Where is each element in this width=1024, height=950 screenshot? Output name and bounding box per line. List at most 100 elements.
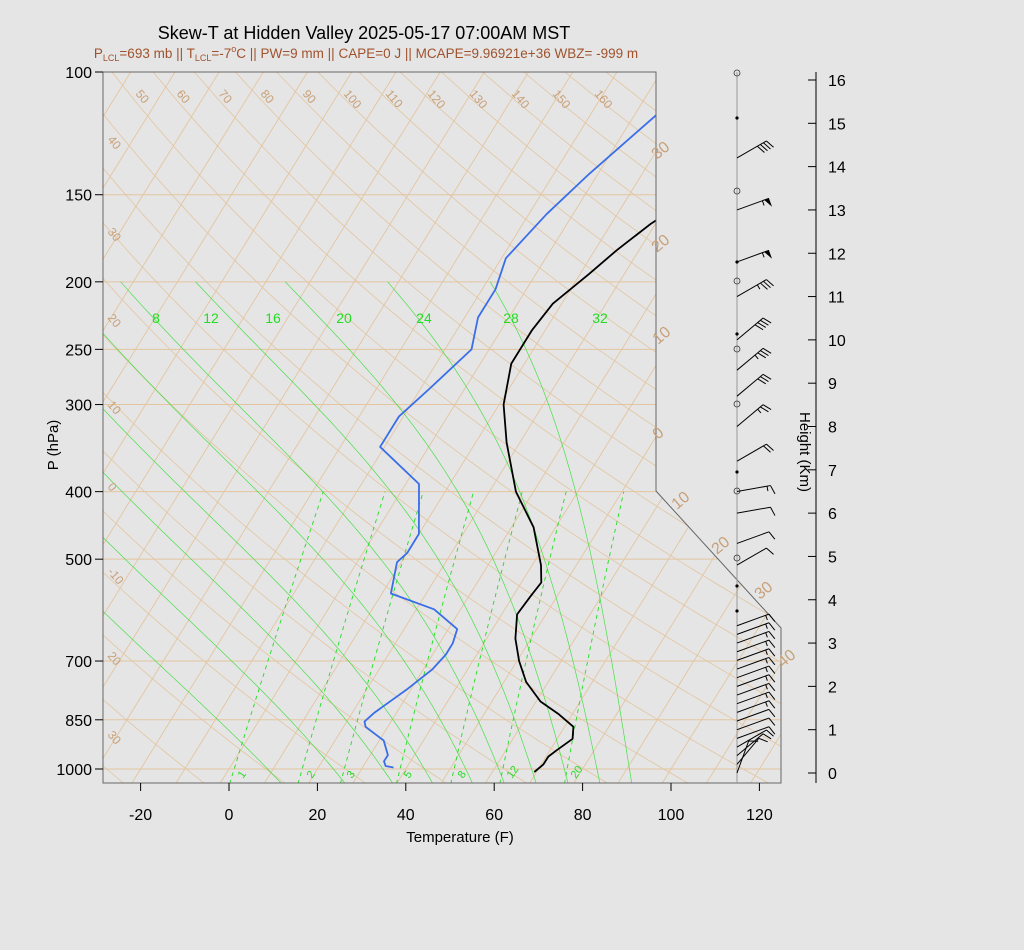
wind-barb-feather	[768, 717, 776, 726]
p-tick-label: 150	[65, 188, 92, 205]
wind-barb-feather	[757, 378, 767, 385]
height-tick-label: 11	[828, 290, 845, 307]
wind-barb-half	[765, 615, 768, 621]
chart-title: Skew-T at Hidden Valley 2025-05-17 07:00…	[158, 23, 571, 43]
isotherm	[661, 72, 781, 783]
moist-adiabat-label: 16	[265, 310, 281, 326]
wind-barb-half	[765, 658, 768, 664]
height-tick-label: 16	[828, 73, 846, 90]
wind-barb-feather	[768, 648, 776, 657]
plot-grid	[0, 72, 1024, 783]
mixing-ratio-label: 2	[305, 769, 318, 781]
moist-adiabat-label: 28	[503, 310, 519, 326]
height-tick-label: 5	[828, 549, 837, 566]
p-tick-label: 200	[65, 275, 92, 292]
isotherm	[175, 72, 618, 783]
isotherm	[103, 72, 176, 783]
height-tick-label: 0	[828, 766, 837, 783]
x-tick-label: 60	[485, 807, 503, 824]
isotherm	[0, 72, 87, 783]
wind-barb-feather	[768, 531, 776, 540]
dry-adiabat	[103, 72, 529, 783]
wind-barb-feather	[768, 631, 776, 640]
isotherm-label-right: 10	[650, 324, 675, 349]
isotherm-label-right: 20	[709, 534, 734, 559]
dry-adiabat	[193, 72, 781, 783]
moist-adiabat	[103, 281, 346, 783]
wind-barb-half	[756, 284, 761, 290]
tlcl-value: =-7	[211, 46, 231, 61]
x-tick-label: 20	[309, 807, 327, 824]
adiabat-label: 150	[550, 87, 574, 112]
wind-barb-feather	[760, 319, 769, 326]
sounding-lines	[363, 72, 781, 773]
height-tick-label: 8	[828, 420, 837, 437]
p-tick-label: 700	[65, 654, 92, 671]
x-tick-label: 80	[574, 807, 592, 824]
wind-barb	[736, 717, 770, 731]
x-tick-label: -20	[129, 807, 152, 824]
wind-barb	[736, 443, 767, 462]
wind-barb-feather	[757, 352, 767, 359]
dry-adiabat	[103, 72, 781, 783]
moist-adiabat	[103, 281, 434, 783]
dry-adiabat	[103, 72, 125, 783]
wind-barb-half	[754, 354, 759, 360]
moist-adiabat-label: 8	[152, 310, 160, 326]
p-tick-label: 100	[65, 65, 92, 82]
wind-barb-feather	[762, 347, 772, 354]
adiabat-label: 70	[216, 87, 236, 106]
height-tick-label: 4	[828, 593, 837, 610]
wind-barb-feather	[766, 729, 774, 737]
moist-adiabat-label: 32	[592, 310, 608, 326]
wind-barbs	[733, 69, 776, 783]
wind-barb-half	[765, 693, 768, 699]
dry-adiabat	[111, 72, 781, 783]
wind-barb-half	[765, 649, 768, 655]
isotherm	[308, 72, 750, 783]
wind-barb-feather	[768, 613, 776, 622]
dry-adiabat	[103, 72, 609, 783]
wind-barb	[736, 733, 764, 757]
mixing-ratio-line	[564, 491, 625, 783]
p-tick-label: 500	[65, 552, 92, 569]
p-tick-label: 250	[65, 342, 92, 359]
x-tick-label: 100	[658, 807, 685, 824]
level-circle	[733, 277, 741, 285]
isotherm	[103, 72, 397, 783]
wind-barb	[736, 347, 764, 371]
isotherm-label-left: -10	[105, 565, 127, 588]
p-tick-label: 300	[65, 398, 92, 415]
level-circle	[733, 345, 741, 353]
isotherm	[103, 72, 441, 783]
isotherm	[219, 72, 662, 783]
temperature-line	[502, 72, 781, 773]
adiabat-label: 90	[300, 87, 320, 106]
isotherm	[750, 72, 781, 783]
dry-adiabat	[358, 72, 781, 783]
x-axis-label: Temperature (F)	[406, 829, 514, 846]
wind-barb-flag	[764, 198, 773, 207]
dry-adiabat	[564, 72, 781, 783]
dry-adiabat	[152, 72, 781, 783]
mixing-ratio-line	[450, 491, 523, 783]
isotherm	[352, 72, 781, 783]
height-tick-label: 15	[828, 116, 846, 133]
plcl-value: =693 mb ||	[119, 46, 186, 61]
mixing-ratio-label: 8	[456, 769, 469, 781]
isotherm	[839, 72, 1024, 783]
wind-barb-feather	[768, 622, 776, 631]
dry-adiabat	[103, 72, 770, 783]
wind-barb	[736, 674, 770, 687]
chart-subtitle: PLCL=693 mb || TLCL=-7oC || PW=9 mm || C…	[94, 44, 638, 63]
isotherm	[1016, 72, 1024, 783]
wind-barb-feather	[766, 279, 774, 287]
wind-barb	[736, 665, 770, 679]
adiabat-label: 50	[133, 87, 153, 106]
mixing-ratio-label: 20	[569, 764, 586, 781]
p-tick-label: 400	[65, 485, 92, 502]
wind-barb	[736, 506, 771, 514]
isotherm	[103, 72, 529, 783]
level-circle	[733, 69, 741, 77]
